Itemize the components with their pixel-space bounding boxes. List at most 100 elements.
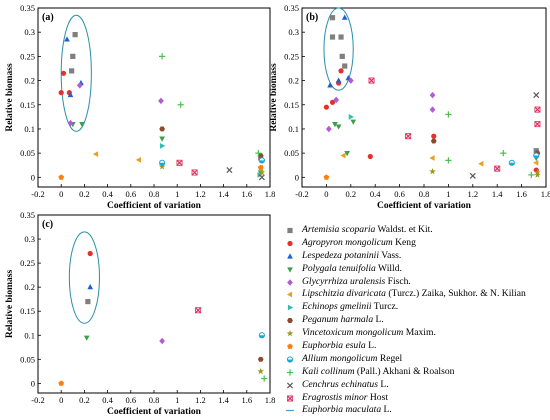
legend-item: Eragrostis minor Host (282, 392, 548, 405)
data-point (258, 168, 266, 176)
data-point (79, 122, 85, 128)
data-point (533, 92, 540, 99)
data-point (534, 171, 541, 178)
y-tick-label: 0.35 (20, 210, 35, 220)
y-tick-label: 0.3 (24, 27, 35, 37)
legend-marker-shape (286, 292, 293, 298)
data-point (64, 36, 70, 42)
legend-marker-shape (286, 330, 294, 337)
data-point (257, 153, 264, 159)
data-point (478, 160, 484, 167)
data-point (335, 77, 342, 83)
panel-label: (c) (42, 219, 53, 230)
data-point (500, 150, 507, 157)
data-point (258, 332, 265, 339)
x-tick-label: 0 (59, 395, 63, 405)
data-point (159, 53, 166, 60)
data-point (368, 77, 375, 84)
data-point (445, 157, 452, 164)
y-tick-label: 0.1 (24, 330, 35, 340)
data-point (323, 174, 330, 180)
x-tick-label: 1.4 (492, 189, 503, 199)
data-point (70, 53, 76, 59)
data-point (508, 159, 515, 166)
x-tick-label: 0.2 (79, 395, 90, 405)
legend-marker (287, 304, 294, 311)
y-tick-label: 0.3 (288, 27, 299, 37)
data-point (67, 91, 74, 98)
legend-marker-shape (287, 267, 293, 273)
legend-marker (287, 253, 293, 259)
data-point (429, 91, 436, 99)
y-tick-label: 0.35 (284, 3, 299, 13)
data-point (335, 124, 342, 130)
legend-item: Euphorbia maculata L. (282, 404, 548, 417)
y-tick-label: 0.05 (20, 354, 35, 364)
legend-marker-shape (287, 318, 293, 324)
data-point (159, 136, 165, 142)
x-tick-label: 0.2 (79, 189, 90, 199)
data-point (342, 63, 348, 69)
legend-marker (287, 343, 293, 349)
data-point (76, 82, 83, 89)
data-point (333, 96, 340, 104)
data-point (329, 34, 336, 40)
panel-label: (b) (306, 12, 318, 23)
x-tick-label: 1.8 (265, 189, 276, 199)
legend-marker (286, 410, 294, 412)
y-tick-label: 0.15 (20, 100, 35, 110)
legend-marker-shape (287, 304, 294, 311)
legend-marker (287, 240, 293, 246)
x-axis-label: Coefficient of variation (377, 201, 472, 211)
x-tick-label: 0.8 (419, 189, 430, 199)
legend-marker-shape (286, 382, 294, 389)
legend-marker-shape (287, 253, 293, 259)
y-axis-label: Relative biomass (5, 270, 15, 339)
data-point (340, 152, 346, 159)
legend-marker (286, 395, 294, 402)
x-tick-label: -0.2 (31, 189, 44, 199)
chart-panel: -0.2 0 0.2 0.4 0.6 0.8 1 1.2 1.4 1.6 1.8 0 0.05 0.1 0.… (269, 3, 550, 211)
legend-marker (286, 330, 294, 337)
data-point (257, 356, 264, 362)
y-tick-label: 0.05 (20, 148, 35, 158)
x-tick-label: 0 (324, 189, 328, 199)
x-tick-label: 1.2 (467, 189, 478, 199)
legend-marker (287, 227, 293, 234)
data-point (72, 32, 78, 38)
data-point (445, 111, 452, 118)
legend-marker-shape (287, 343, 293, 349)
data-point (177, 101, 184, 108)
data-point (339, 53, 345, 59)
y-tick-label: 0.1 (24, 124, 35, 134)
y-tick-label: 0 (31, 378, 35, 388)
data-point (494, 165, 501, 172)
data-point (87, 284, 94, 290)
data-point (347, 77, 354, 84)
y-tick-label: 0.3 (24, 234, 35, 244)
x-tick-label: 1.6 (516, 189, 527, 199)
data-point (261, 375, 268, 382)
data-point (58, 90, 64, 96)
legend-marker (286, 369, 294, 376)
x-tick-label: 1.2 (195, 395, 206, 405)
y-tick-label: 0.2 (24, 282, 35, 292)
x-tick-label: -0.2 (31, 395, 44, 405)
data-point (533, 159, 539, 166)
data-point (257, 164, 264, 171)
data-point (528, 171, 535, 179)
x-tick-label: 1.8 (541, 189, 550, 199)
legend-marker (286, 382, 294, 389)
chart-panel: -0.2 0 0.2 0.4 0.6 0.8 1 1.2 1.4 1.6 1.8 0 0.05 0.1 0.… (5, 210, 275, 417)
x-tick-label: 1 (446, 189, 450, 199)
legend-item: Artemisia scoparia Waldst. et Kit. (282, 224, 548, 237)
data-point (338, 34, 344, 40)
data-point (325, 125, 332, 133)
data-point (87, 250, 93, 257)
legend-item: Lespedeza potaninii Vass. (282, 250, 548, 263)
legend-item: Peganum harmala L. (282, 314, 548, 327)
data-point (329, 99, 336, 105)
data-point (255, 150, 262, 157)
legend-marker-shape (287, 240, 293, 246)
y-axis-label: Relative biomass (269, 63, 279, 132)
